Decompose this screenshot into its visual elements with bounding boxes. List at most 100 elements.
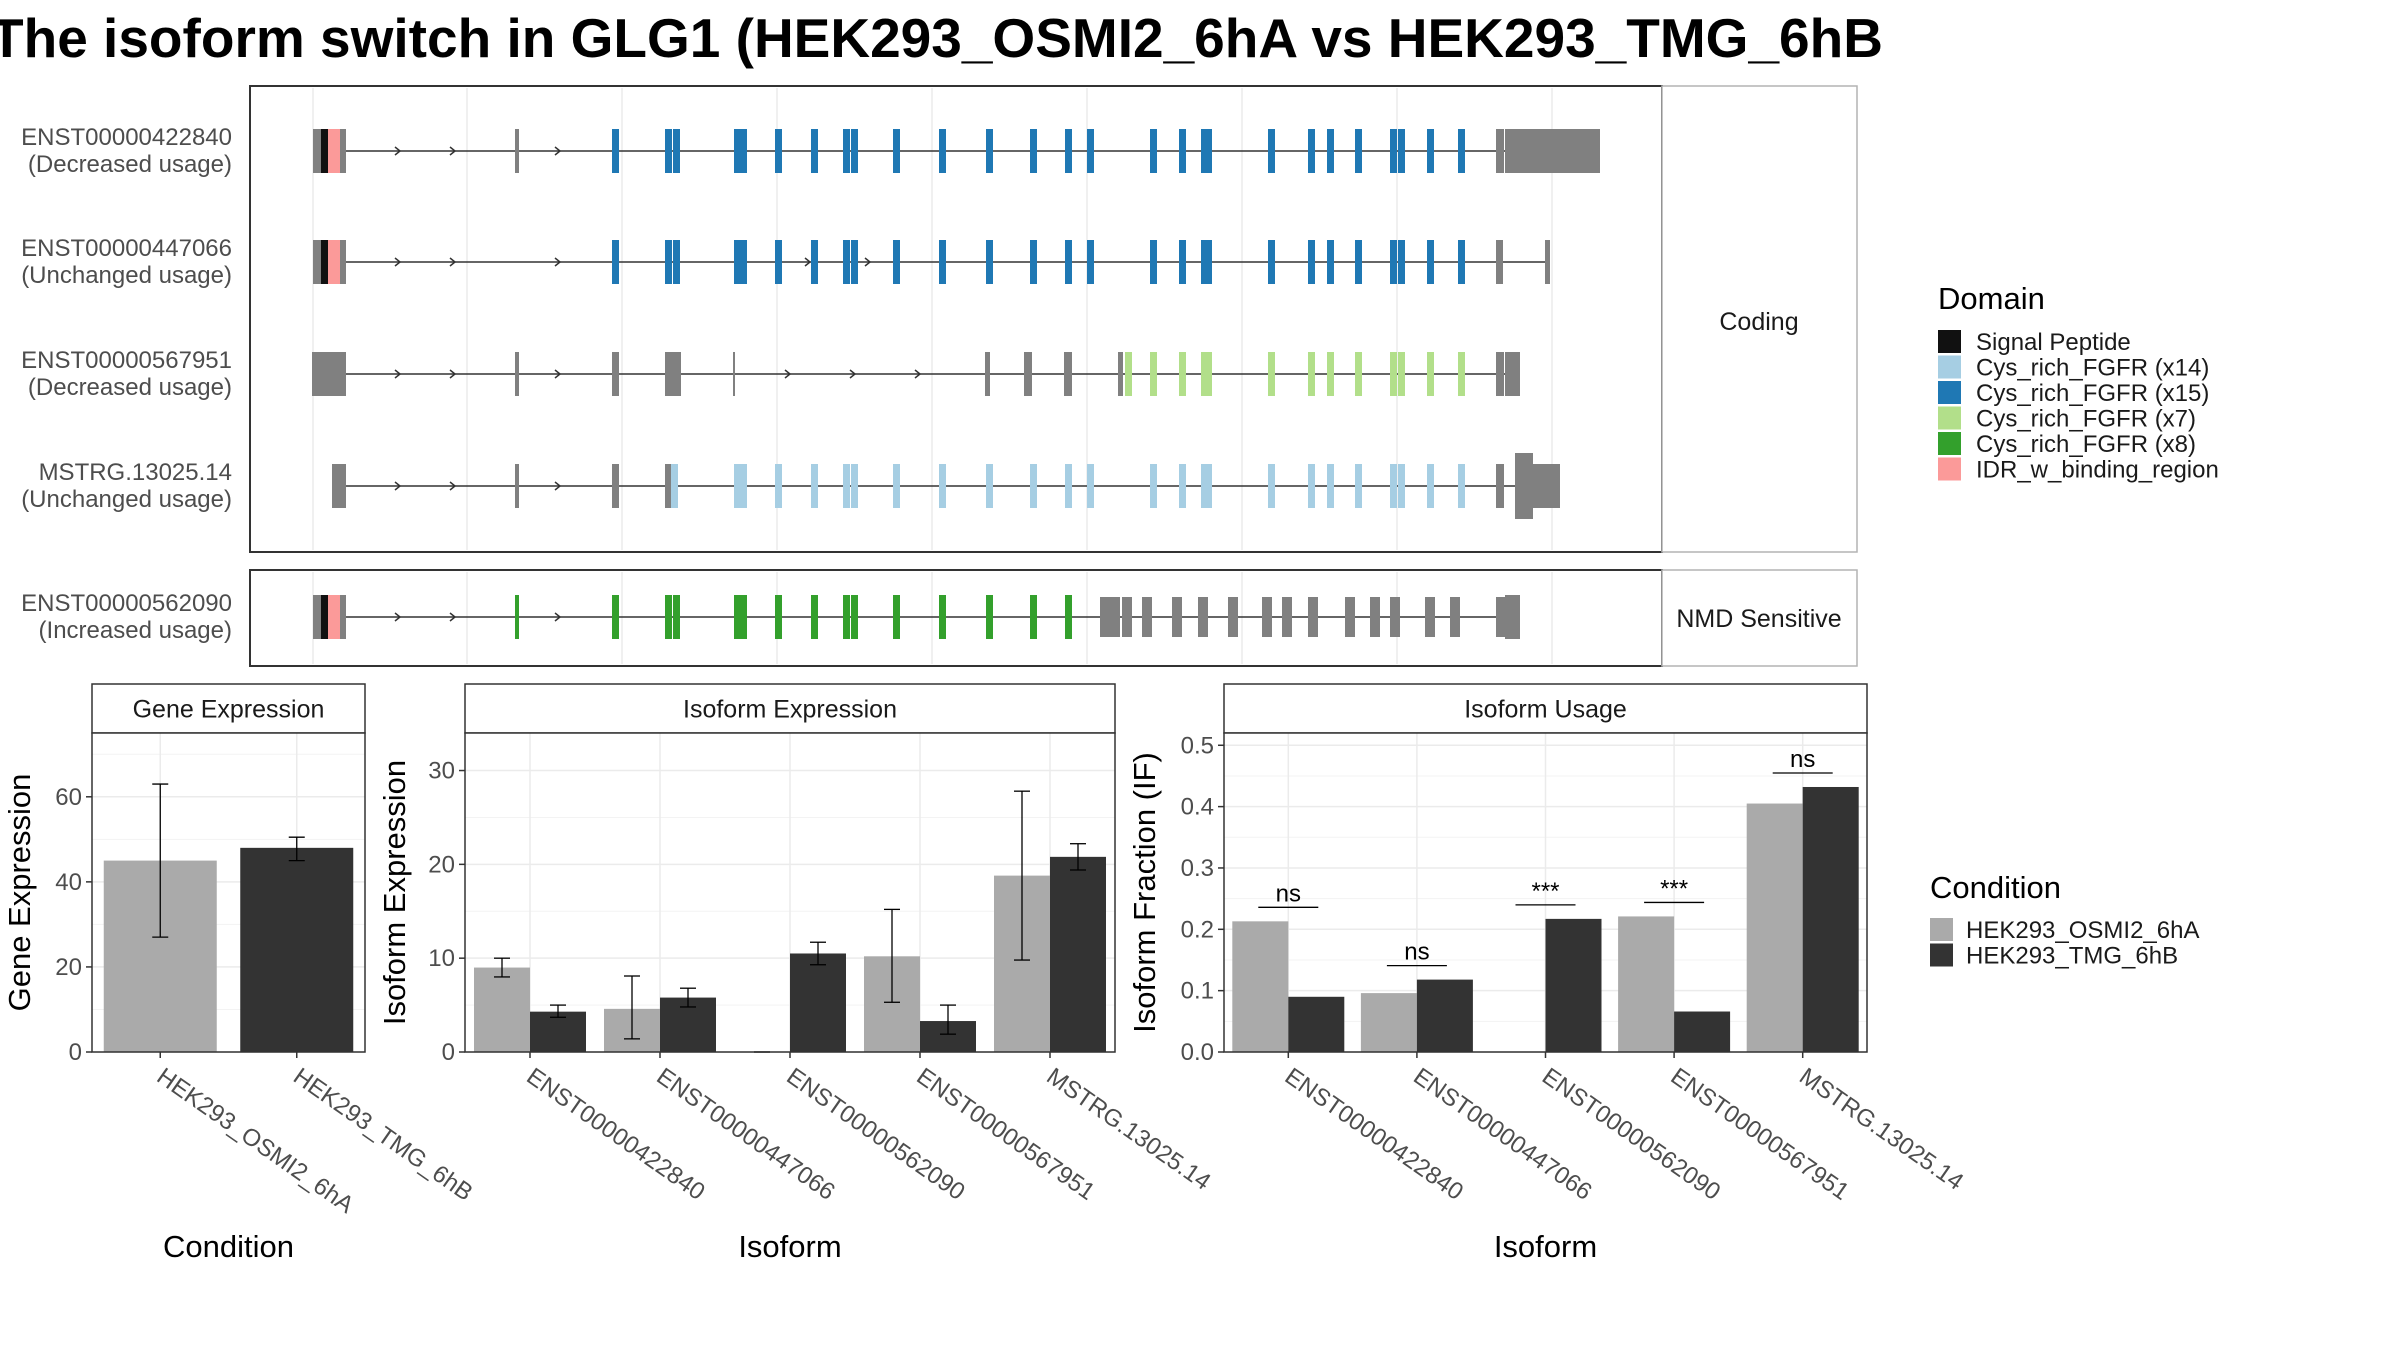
exon-block xyxy=(1398,352,1405,396)
exon-block xyxy=(851,595,858,639)
panel-strip xyxy=(1223,683,1868,734)
exon-block xyxy=(1450,597,1460,637)
exon-block xyxy=(321,595,328,639)
exon-block xyxy=(1355,240,1362,284)
exon-block xyxy=(1122,597,1132,637)
domain-legend-key xyxy=(1938,406,1961,430)
exon-block xyxy=(1205,129,1212,173)
exon-block xyxy=(1172,597,1182,637)
exon-block xyxy=(851,464,858,508)
y-tick-label: 10 xyxy=(428,945,455,972)
exon-block xyxy=(939,240,946,284)
exon-block xyxy=(1545,240,1550,284)
strand-arrow xyxy=(554,146,562,156)
nmd-facet-label: NMD Sensitive xyxy=(1676,605,1841,633)
bar xyxy=(1545,918,1602,1052)
exon-block xyxy=(1390,352,1397,396)
exon-block xyxy=(1327,352,1334,396)
exon-block xyxy=(1515,453,1533,519)
exon-block xyxy=(775,464,782,508)
domain-legend-key xyxy=(1938,381,1961,404)
strand-arrow xyxy=(554,257,562,267)
bar xyxy=(1746,803,1803,1052)
exon-block xyxy=(1179,352,1186,396)
bar xyxy=(1050,856,1106,1052)
y-axis-title: Isoform Expression xyxy=(377,760,412,1025)
exon-block xyxy=(1065,240,1072,284)
bar xyxy=(1618,916,1675,1052)
exon-block xyxy=(1496,464,1504,508)
y-tick-label: 0.5 xyxy=(1181,732,1214,759)
transcript-usage-label: (Decreased usage) xyxy=(28,151,232,178)
panel-strip-label: Isoform Expression xyxy=(683,696,897,724)
exon-block xyxy=(313,595,321,639)
condition-legend-key xyxy=(1930,943,1953,967)
exon-block xyxy=(328,595,340,639)
coding-facet-panel xyxy=(249,85,1663,553)
exon-block xyxy=(1496,129,1504,173)
transcript-row: ENST00000567951(Decreased usage) xyxy=(21,347,1520,401)
exon-block xyxy=(1327,240,1334,284)
exon-block xyxy=(811,240,818,284)
exon-block xyxy=(1262,597,1272,637)
exon-block xyxy=(893,464,900,508)
y-tick-label: 30 xyxy=(428,758,455,785)
exon-block xyxy=(1205,352,1212,396)
strand-arrow xyxy=(784,369,792,379)
strand-arrow xyxy=(449,146,457,156)
exon-block xyxy=(340,595,346,639)
exon-block xyxy=(612,464,619,508)
strand-arrow xyxy=(554,369,562,379)
exon-block xyxy=(1505,352,1520,396)
bar xyxy=(1232,921,1289,1052)
domain-legend-key xyxy=(1938,432,1961,455)
transcript-row: ENST00000422840(Decreased usage) xyxy=(21,124,1600,178)
exon-block xyxy=(893,240,900,284)
y-tick-label: 20 xyxy=(428,851,455,878)
exon-block xyxy=(1398,240,1405,284)
exon-block xyxy=(665,352,681,396)
exon-block xyxy=(1268,352,1275,396)
exon-block xyxy=(811,129,818,173)
exon-block xyxy=(1201,464,1208,508)
exon-block xyxy=(1179,464,1186,508)
exon-block xyxy=(328,129,340,173)
y-axis-title: Gene Expression xyxy=(2,774,37,1012)
exon-block xyxy=(893,129,900,173)
exon-block xyxy=(1427,240,1434,284)
exon-block xyxy=(740,595,747,639)
domain-legend-title: Domain xyxy=(1938,281,2045,316)
strand-arrow xyxy=(554,481,562,491)
exon-block xyxy=(811,464,818,508)
bar xyxy=(530,1011,586,1052)
exon-block xyxy=(1355,352,1362,396)
exon-block xyxy=(665,240,672,284)
exon-block xyxy=(1268,240,1275,284)
y-tick-label: 0.1 xyxy=(1181,978,1214,1005)
exon-block xyxy=(1505,595,1520,639)
exon-block xyxy=(313,129,321,173)
exon-block xyxy=(1282,597,1292,637)
x-axis-title: Isoform xyxy=(738,1229,841,1264)
exon-block xyxy=(1087,240,1094,284)
domain-legend-label: IDR_w_binding_region xyxy=(1976,457,2219,484)
exon-block xyxy=(733,352,735,396)
bar xyxy=(1674,1011,1731,1052)
exon-block xyxy=(1030,595,1037,639)
exon-block xyxy=(1398,129,1405,173)
significance-label: *** xyxy=(1660,875,1688,902)
transcript-usage-label: (Unchanged usage) xyxy=(21,486,232,513)
exon-block xyxy=(843,240,850,284)
exon-block xyxy=(673,129,680,173)
exon-block xyxy=(1327,464,1334,508)
strand-arrow xyxy=(449,369,457,379)
exon-block xyxy=(986,129,993,173)
significance-label: ns xyxy=(1276,880,1301,907)
exon-block xyxy=(1425,597,1435,637)
exon-block xyxy=(1496,352,1504,396)
domain-legend-key xyxy=(1938,330,1961,353)
nmd-facet-strip xyxy=(1661,569,1858,667)
y-tick-label: 40 xyxy=(55,869,82,896)
